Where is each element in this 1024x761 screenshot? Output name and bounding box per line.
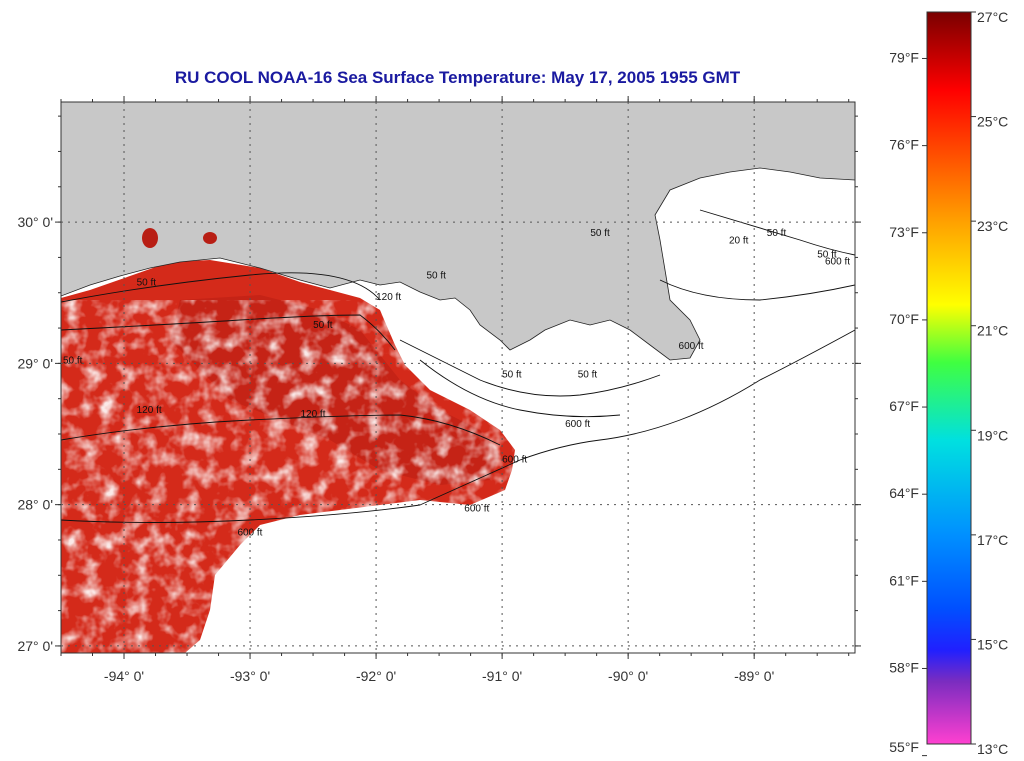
colorbar-label-f: 58°F xyxy=(889,659,919,675)
inland-water xyxy=(142,228,158,248)
x-tick-label: -89° 0' xyxy=(734,668,774,684)
colorbar-gradient xyxy=(926,11,972,745)
x-tick-label: -91° 0' xyxy=(482,668,522,684)
y-tick-label: 29° 0' xyxy=(17,355,53,371)
bathymetry-contours xyxy=(61,209,855,523)
contour-label: 50 ft xyxy=(502,370,522,381)
contour-label: 600 ft xyxy=(679,341,704,352)
land-island xyxy=(423,233,467,247)
contour-label: 50 ft xyxy=(137,278,157,289)
contour-label: 50 ft xyxy=(590,228,610,239)
colorbar-label-f: 76°F xyxy=(889,137,919,153)
y-tick-label: 28° 0' xyxy=(17,497,53,513)
contour-label: 50 ft xyxy=(578,370,598,381)
y-tick-label: 27° 0' xyxy=(17,638,53,654)
colorbar-label-c: 15°C xyxy=(977,636,1008,652)
contour-label: 120 ft xyxy=(137,405,162,416)
contour-label: 600 ft xyxy=(825,256,850,267)
gridlines xyxy=(61,102,855,653)
x-tick-label: -92° 0' xyxy=(356,668,396,684)
contour-label: 50 ft xyxy=(817,249,837,260)
colorbar-label-f: 70°F xyxy=(889,311,919,327)
contour-label: 50 ft xyxy=(767,228,787,239)
x-tick-label: -94° 0' xyxy=(104,668,144,684)
contour-label: 600 ft xyxy=(237,528,262,539)
x-tick-label: -93° 0' xyxy=(230,668,270,684)
contour-label: 600 ft xyxy=(565,419,590,430)
colorbar-label-c: 27°C xyxy=(977,9,1008,25)
land-island xyxy=(282,234,318,246)
contour-label: 600 ft xyxy=(464,504,489,515)
axis-ticks: -94° 0' -93° 0' -92° 0' -91° 0' -90° 0' -89° … xyxy=(17,96,861,684)
land-island xyxy=(553,177,577,193)
map-title: RU COOL NOAA-16 Sea Surface Temperature:… xyxy=(174,68,741,87)
x-tick-label: -90° 0' xyxy=(608,668,648,684)
colorbar-label-c: 21°C xyxy=(977,323,1008,339)
cloud-gaps xyxy=(61,300,521,653)
colorbar-label-f: 64°F xyxy=(889,485,919,501)
contour-label: 50 ft xyxy=(63,355,83,366)
contour-label: 20 ft xyxy=(729,235,749,246)
land-island xyxy=(580,248,604,268)
colorbar-label-c: 13°C xyxy=(977,741,1008,757)
colorbar-label-c: 17°C xyxy=(977,532,1008,548)
inland-water xyxy=(203,232,217,244)
contour-label: 600 ft xyxy=(502,454,527,465)
colorbar-label-f: 55°F xyxy=(889,739,919,755)
colorbar-ticks: 27°C 25°C 23°C 21°C 19°C 17°C 15°C 13°C 79°F 76°F… xyxy=(889,9,1008,757)
colorbar-label-c: 19°C xyxy=(977,427,1008,443)
land xyxy=(61,102,855,361)
contour-label: 50 ft xyxy=(426,271,446,282)
contour-label: 120 ft xyxy=(300,409,325,420)
contour-label: 120 ft xyxy=(376,292,401,303)
y-tick-label: 30° 0' xyxy=(17,214,53,230)
colorbar-label-f: 61°F xyxy=(889,572,919,588)
colorbar-label-c: 23°C xyxy=(977,218,1008,234)
colorbar-label-f: 79°F xyxy=(889,49,919,65)
contour-labels: 50 ft 50 ft 50 ft 50 ft 120 ft 120 ft 120 ft 50… xyxy=(63,228,850,539)
plot-frame xyxy=(60,101,856,654)
colorbar-label-c: 25°C xyxy=(977,114,1008,130)
contour-label: 50 ft xyxy=(313,320,333,331)
colorbar-label-f: 73°F xyxy=(889,224,919,240)
colorbar-label-f: 67°F xyxy=(889,398,919,414)
